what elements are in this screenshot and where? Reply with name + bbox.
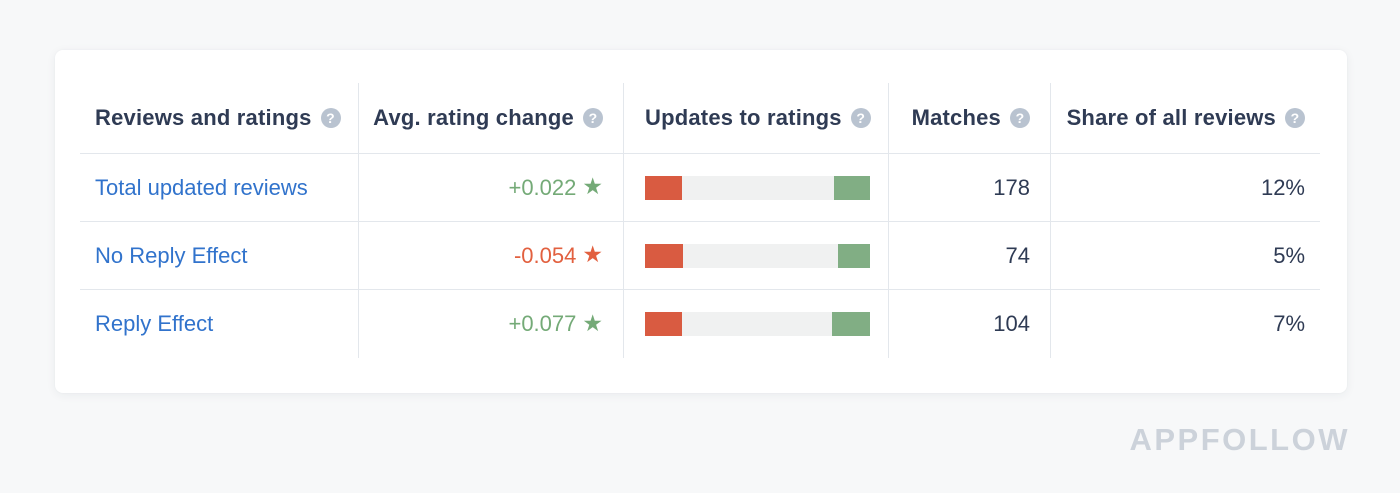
table-row-total-updated-reviews-change: +0.022 ★ bbox=[358, 154, 623, 222]
change-number: +0.077 bbox=[508, 311, 577, 336]
negative-updates-segment bbox=[645, 243, 683, 268]
star-icon: ★ bbox=[582, 310, 603, 337]
help-icon[interactable]: ? bbox=[1010, 108, 1030, 128]
change-number: -0.054 bbox=[513, 242, 577, 268]
matches-value: 178 bbox=[993, 174, 1030, 200]
table-row-reply-effect-matches: 104 bbox=[888, 290, 1050, 358]
positive-updates-segment bbox=[834, 175, 870, 200]
table-row-total-updated-reviews-name: Total updated reviews bbox=[80, 154, 358, 222]
share-value: 5% bbox=[1273, 242, 1305, 268]
appfollow-watermark: APPFOLLOW bbox=[1129, 422, 1350, 457]
column-header-label: Share of all reviews bbox=[1066, 105, 1276, 130]
row-link-reply-effect[interactable]: Reply Effect bbox=[95, 311, 214, 336]
table-row-reply-effect-bar-cell bbox=[623, 290, 888, 358]
column-header-label: Matches bbox=[911, 105, 1001, 130]
table-row-total-updated-reviews-share: 12% bbox=[1050, 154, 1320, 222]
star-icon: ★ bbox=[582, 174, 603, 200]
table-row-total-updated-reviews-bar-cell bbox=[623, 154, 888, 222]
updates-to-ratings-bar bbox=[645, 175, 870, 200]
avg-rating-change-value: -0.054 ★ bbox=[514, 243, 603, 269]
table-row-no-reply-effect-change: -0.054 ★ bbox=[358, 222, 623, 290]
reviews-ratings-table: Reviews and ratings ? Avg. rating change… bbox=[80, 83, 1320, 358]
table-row-reply-effect-name: Reply Effect bbox=[80, 290, 358, 358]
help-icon[interactable]: ? bbox=[583, 108, 603, 128]
table-row-total-updated-reviews-matches: 178 bbox=[888, 154, 1050, 222]
avg-rating-change-value: +0.022 ★ bbox=[508, 175, 603, 201]
row-link-total-updated-reviews[interactable]: Total updated reviews bbox=[95, 174, 308, 200]
updates-to-ratings-bar bbox=[645, 312, 870, 336]
column-header-label: Avg. rating change bbox=[373, 105, 574, 130]
positive-updates-segment bbox=[832, 312, 870, 336]
column-header-share-of-all-reviews: Share of all reviews ? bbox=[1050, 83, 1320, 154]
share-value: 7% bbox=[1273, 311, 1305, 336]
column-header-label: Reviews and ratings bbox=[95, 105, 312, 130]
negative-updates-segment bbox=[645, 175, 682, 200]
column-header-updates-to-ratings: Updates to ratings ? bbox=[623, 83, 888, 154]
star-icon: ★ bbox=[582, 242, 603, 268]
table-row-no-reply-effect-name: No Reply Effect bbox=[80, 222, 358, 290]
share-value: 12% bbox=[1260, 174, 1305, 200]
table-row-no-reply-effect-matches: 74 bbox=[888, 222, 1050, 290]
row-link-no-reply-effect[interactable]: No Reply Effect bbox=[95, 242, 248, 268]
help-icon[interactable]: ? bbox=[850, 108, 871, 128]
column-header-label: Updates to ratings bbox=[645, 105, 842, 130]
matches-value: 74 bbox=[1005, 242, 1030, 268]
ratings-summary-card: Reviews and ratings ? Avg. rating change… bbox=[55, 50, 1347, 393]
column-header-reviews-and-ratings: Reviews and ratings ? bbox=[80, 83, 358, 154]
positive-updates-segment bbox=[838, 243, 870, 268]
column-header-avg-rating-change: Avg. rating change ? bbox=[358, 83, 623, 154]
column-header-matches: Matches ? bbox=[888, 83, 1050, 154]
avg-rating-change-value: +0.077 ★ bbox=[508, 311, 603, 337]
change-number: +0.022 bbox=[508, 174, 577, 200]
table-row-reply-effect-change: +0.077 ★ bbox=[358, 290, 623, 358]
table-row-reply-effect-share: 7% bbox=[1050, 290, 1320, 358]
help-icon[interactable]: ? bbox=[320, 108, 341, 128]
table-row-no-reply-effect-share: 5% bbox=[1050, 222, 1320, 290]
help-icon[interactable]: ? bbox=[1285, 108, 1305, 128]
updates-to-ratings-bar bbox=[645, 243, 870, 268]
negative-updates-segment bbox=[645, 312, 682, 336]
table-row-no-reply-effect-bar-cell bbox=[623, 222, 888, 290]
matches-value: 104 bbox=[993, 311, 1030, 336]
